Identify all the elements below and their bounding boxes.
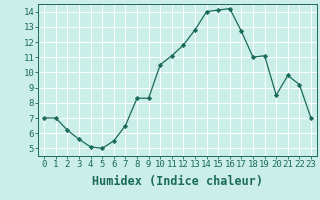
X-axis label: Humidex (Indice chaleur): Humidex (Indice chaleur) xyxy=(92,175,263,188)
